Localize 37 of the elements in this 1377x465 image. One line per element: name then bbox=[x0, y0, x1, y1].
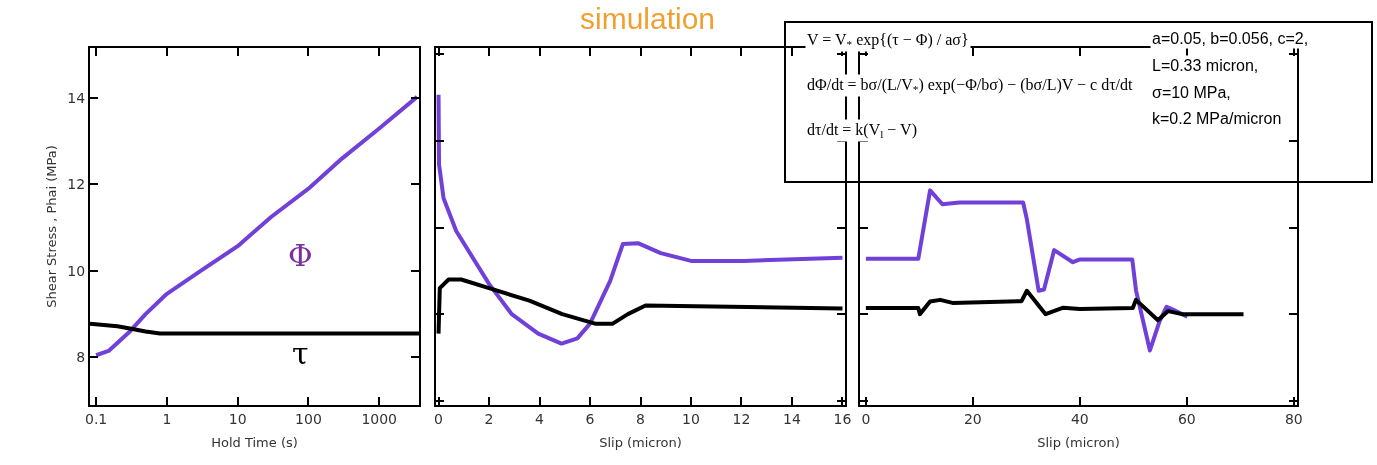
x-tick-label: 1000 bbox=[361, 410, 398, 427]
x-tick-label: 20 bbox=[963, 410, 982, 427]
y-tick-label: 8 bbox=[76, 349, 86, 366]
annotation: Φ bbox=[288, 238, 313, 273]
annotation: σ=10 MPa, bbox=[1152, 84, 1231, 101]
y-axis-title: Shear Stress , Phai (MPa) bbox=[43, 145, 59, 308]
x-tick-label: 14 bbox=[783, 410, 801, 427]
x-tick-label: 60 bbox=[1177, 410, 1196, 427]
annotation: k=0.2 MPa/micron bbox=[1152, 110, 1282, 127]
annotation: dτ/dt = k(V$_{l}$ − V) bbox=[807, 121, 917, 141]
x-tick-label: 6 bbox=[585, 410, 595, 427]
x-axis-title: Slip (micron) bbox=[599, 434, 682, 450]
x-tick-label: 8 bbox=[636, 410, 645, 427]
annotation: L=0.33 micron, bbox=[1152, 57, 1259, 74]
x-tick-label: 1 bbox=[162, 410, 172, 427]
x-tick-label: 4 bbox=[535, 410, 545, 427]
x-tick-label: 0 bbox=[434, 410, 443, 427]
x-tick-label: 40 bbox=[1070, 410, 1089, 427]
y-tick-label: 12 bbox=[67, 176, 86, 193]
x-tick-label: 0 bbox=[861, 410, 871, 427]
x-tick-label: 80 bbox=[1284, 410, 1303, 427]
y-tick-label: 14 bbox=[67, 89, 86, 106]
x-tick-label: 10 bbox=[682, 410, 700, 427]
annotation: V = V$_{*}$ exp{(τ − Φ) / aσ} bbox=[807, 31, 969, 51]
x-axis-title: Hold Time (s) bbox=[211, 434, 298, 450]
x-tick-label: 16 bbox=[833, 410, 852, 427]
x-tick-label: 12 bbox=[732, 410, 751, 427]
x-axis-title: Slip (micron) bbox=[1037, 434, 1120, 450]
x-tick-label: 0.1 bbox=[84, 410, 108, 427]
annotation: τ bbox=[292, 336, 309, 371]
text: simulation bbox=[580, 2, 716, 35]
x-tick-label: 10 bbox=[228, 410, 247, 427]
x-tick-label: 100 bbox=[295, 410, 322, 427]
annotation: dΦ/dt = bσ/(L/V$_{*}$) exp(−Φ/bσ) − (bσ/L)V − c dτ/dt bbox=[807, 76, 1134, 96]
x-tick-label: 2 bbox=[484, 410, 494, 427]
text: a=0.05, b=0.056, c=2, bbox=[1152, 30, 1309, 47]
y-tick-label: 10 bbox=[67, 262, 86, 279]
